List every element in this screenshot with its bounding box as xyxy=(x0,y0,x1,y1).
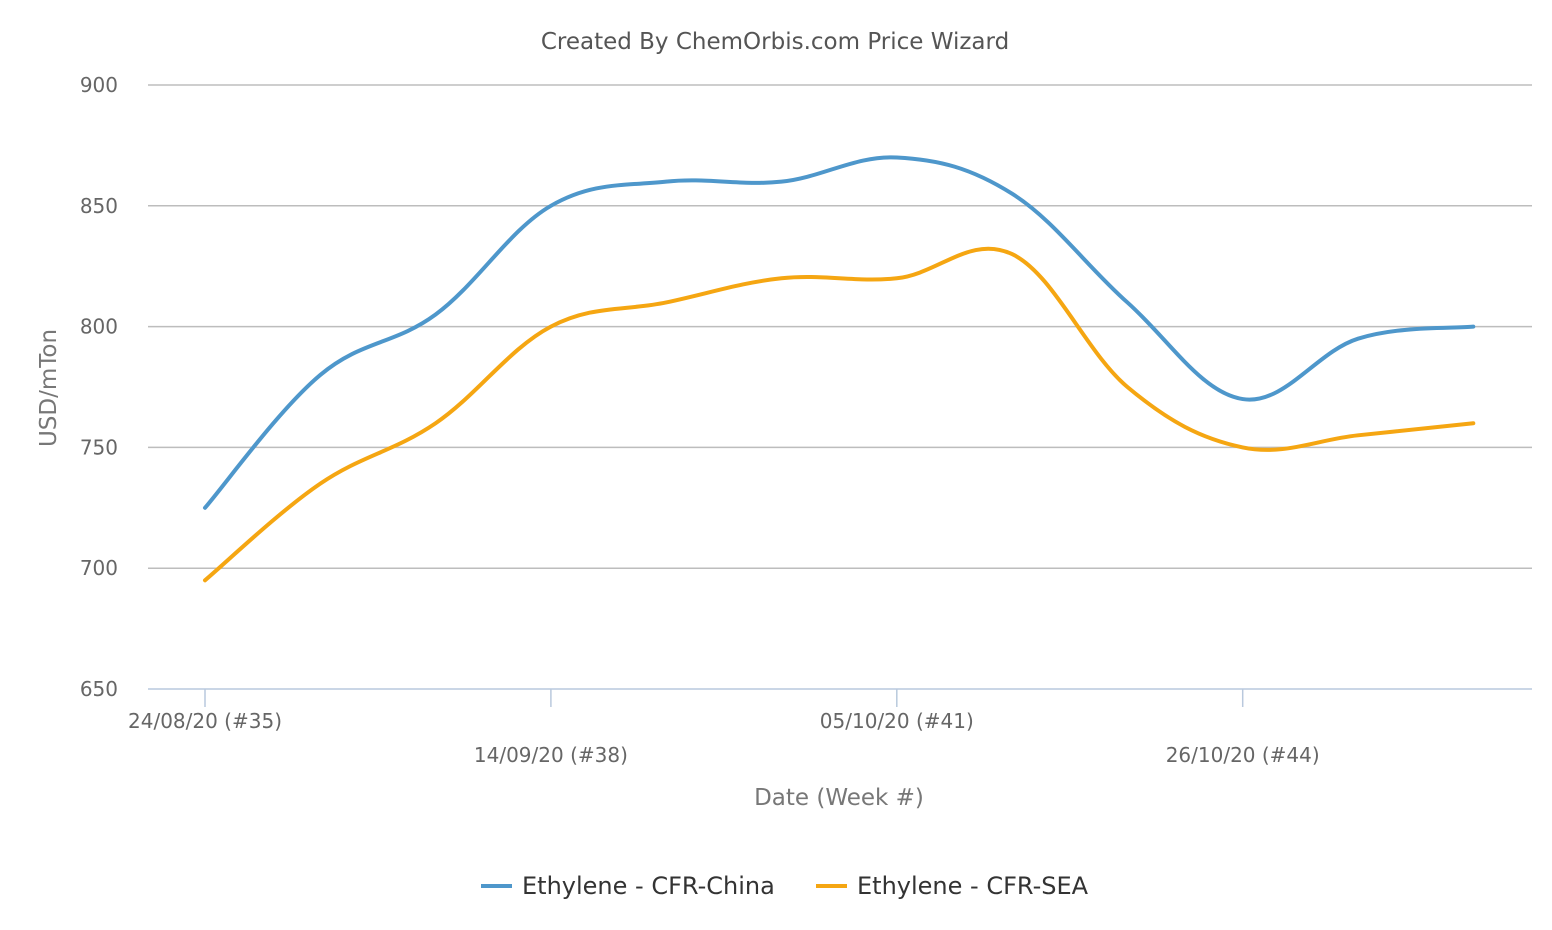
data-point[interactable] xyxy=(199,502,211,514)
y-tick-label: 850 xyxy=(80,194,118,218)
data-point[interactable] xyxy=(1121,381,1133,393)
legend-item[interactable]: Ethylene - CFR-SEA xyxy=(816,872,1089,900)
x-axis: 24/08/20 (#35) 14/09/20 (#38) 05/10/20 (#4… xyxy=(128,688,1532,767)
y-tick-label: 700 xyxy=(80,556,118,580)
series-lines xyxy=(199,151,1479,586)
data-point[interactable] xyxy=(1467,321,1479,333)
x-tick-label: 05/10/20 (#41) xyxy=(820,709,974,733)
legend-item[interactable]: Ethylene - CFR-China xyxy=(481,872,775,900)
legend[interactable]: Ethylene - CFR-China Ethylene - CFR-SEA xyxy=(481,872,1089,900)
data-point[interactable] xyxy=(314,478,326,490)
data-point[interactable] xyxy=(891,151,903,163)
y-tick-label: 900 xyxy=(80,73,118,97)
data-point[interactable] xyxy=(891,272,903,284)
data-point[interactable] xyxy=(660,296,672,308)
y-tick-label: 750 xyxy=(80,435,118,459)
data-point[interactable] xyxy=(776,176,788,188)
y-tick-label: 800 xyxy=(80,315,118,339)
data-point[interactable] xyxy=(1237,441,1249,453)
y-axis-title: USD/mTon xyxy=(36,329,62,447)
data-point[interactable] xyxy=(660,176,672,188)
x-tick-label: 24/08/20 (#35) xyxy=(128,709,282,733)
data-point[interactable] xyxy=(430,417,442,429)
data-point[interactable] xyxy=(1006,188,1018,200)
data-point[interactable] xyxy=(776,272,788,284)
data-point[interactable] xyxy=(545,321,557,333)
legend-label: Ethylene - CFR-SEA xyxy=(857,872,1089,900)
data-point[interactable] xyxy=(1121,296,1133,308)
data-point[interactable] xyxy=(430,309,442,321)
gridlines xyxy=(148,84,1532,569)
data-point[interactable] xyxy=(545,200,557,212)
data-point[interactable] xyxy=(1237,393,1249,405)
data-point[interactable] xyxy=(199,574,211,586)
data-point[interactable] xyxy=(1352,333,1364,345)
x-axis-title: Date (Week #) xyxy=(754,785,924,811)
data-point[interactable] xyxy=(1006,248,1018,260)
series-line-1[interactable] xyxy=(203,155,1476,510)
data-point[interactable] xyxy=(1352,429,1364,441)
y-tick-label: 650 xyxy=(80,677,118,701)
chart-title: Created By ChemOrbis.com Price Wizard xyxy=(541,29,1009,55)
series-line-2[interactable] xyxy=(203,246,1476,583)
x-tick-label: 26/10/20 (#44) xyxy=(1166,743,1320,767)
x-tick-label: 14/09/20 (#38) xyxy=(474,743,628,767)
y-tick-labels: 650 700 750 800 850 900 xyxy=(80,73,118,701)
data-point[interactable] xyxy=(314,369,326,381)
data-point[interactable] xyxy=(1467,417,1479,429)
legend-label: Ethylene - CFR-China xyxy=(522,872,775,900)
